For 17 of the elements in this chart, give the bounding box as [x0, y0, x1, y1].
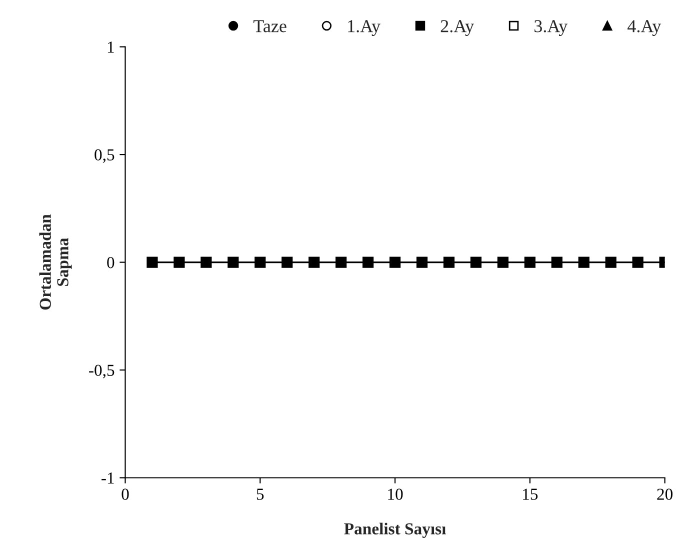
y-tick-label: -0,5 [89, 364, 114, 378]
x-tick-label: 5 [256, 488, 264, 500]
legend-label: 1.Ay [348, 20, 380, 36]
y-tick-label: 0,5 [94, 149, 114, 163]
x-tick-label: 20 [657, 488, 673, 500]
legend-label: 4.Ay [628, 20, 662, 36]
legend-label: 3.Ay [534, 20, 568, 36]
y-tick-label: 0 [107, 256, 114, 268]
x-axis-title: Panelist Sayısı [344, 522, 446, 538]
y-tick-label: -1 [102, 472, 114, 484]
legend-label: 2.Ay [440, 20, 474, 36]
legend-label: Taze [253, 20, 286, 32]
y-tick-label: 1 [108, 42, 114, 53]
x-tick-label: 0 [122, 488, 129, 500]
y-axis-title: Ortalamadan Sapma [39, 214, 72, 310]
x-tick-label: 10 [388, 488, 403, 500]
x-tick-label: 15 [523, 488, 538, 500]
